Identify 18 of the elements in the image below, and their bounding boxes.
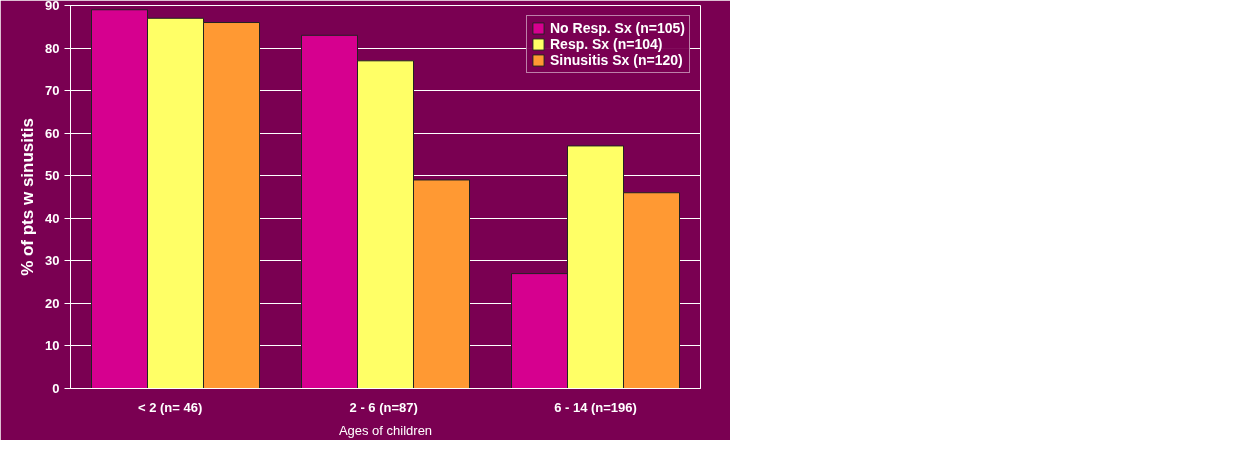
y-tick-label: 10 [45, 338, 60, 354]
y-tick-label: 30 [45, 253, 60, 269]
x-tick-label: 6 - 14 (n=196) [554, 399, 637, 415]
y-tick-label: 70 [45, 83, 60, 99]
y-tick-label: 60 [45, 125, 60, 141]
y-axis-title: % of pts w sinusitis [18, 118, 38, 276]
x-axis-title: Ages of children [338, 422, 433, 438]
legend-label: Sinusitis Sx (n=120) [550, 52, 683, 68]
y-tick-label: 0 [52, 381, 60, 396]
x-tick-label: < 2 (n= 46) [137, 399, 203, 415]
y-tick-label: 40 [45, 210, 60, 226]
y-tick-label: 80 [45, 40, 60, 56]
legend-label: No Resp. Sx (n=105) [550, 20, 685, 36]
y-tick-label: 20 [45, 295, 60, 311]
legend-label: Resp. Sx (n=104) [550, 36, 663, 52]
y-tick-label: 50 [45, 168, 60, 184]
x-tick-label: 2 - 6 (n=87) [349, 399, 418, 415]
y-tick-label: 90 [45, 0, 60, 13]
